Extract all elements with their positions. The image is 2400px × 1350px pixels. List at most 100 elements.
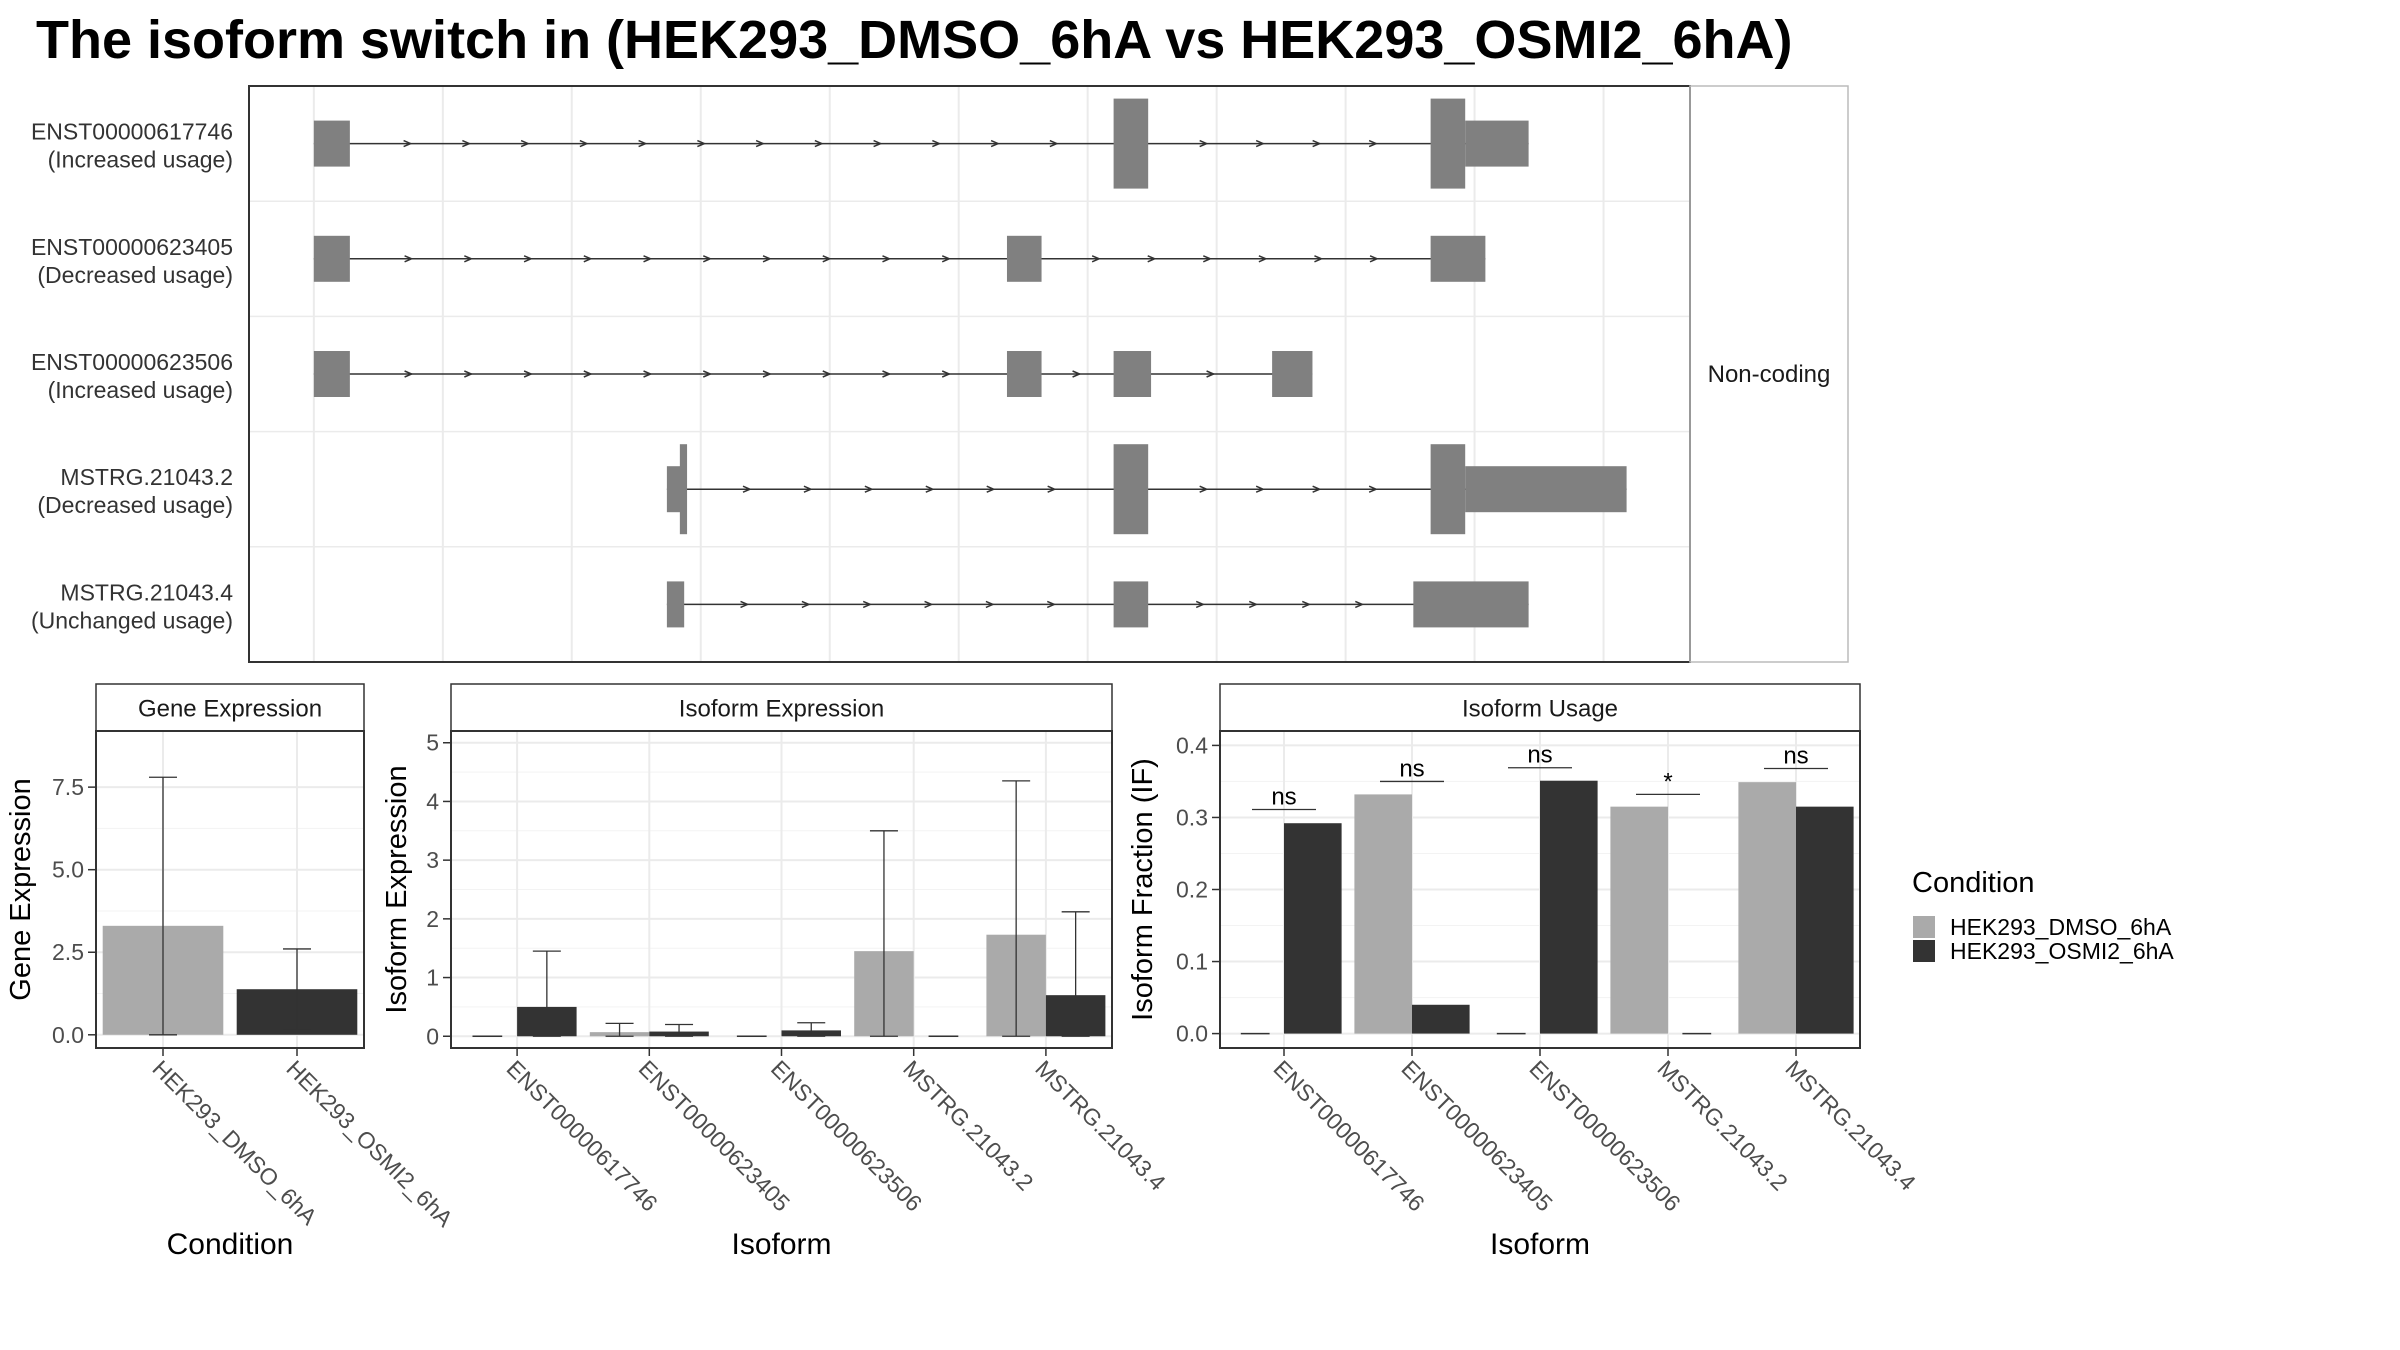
intron-arrow (822, 255, 832, 263)
x-tick-label: MSTRG.21043.4 (1030, 1055, 1171, 1196)
x-axis-title: Isoform (731, 1228, 831, 1261)
isoform-usage-panel: Isoform Usage0.00.10.20.30.4ENST00000617… (1127, 683, 1921, 1261)
intron-arrow (697, 139, 707, 148)
y-tick-label: 4 (426, 788, 439, 814)
intron-arrow (403, 139, 413, 148)
intron-arrow (1199, 139, 1209, 148)
intron-arrow (932, 139, 942, 148)
bar (1284, 823, 1342, 1034)
intron-arrow (882, 370, 892, 378)
significance-label: ns (1271, 784, 1296, 811)
transcript-usage-label: (Increased usage) (48, 147, 233, 173)
intron-arrow (1202, 255, 1213, 263)
y-tick-label: 0.3 (1176, 804, 1208, 830)
isoform-expression-panel: Isoform Expression012345ENST00000617746E… (381, 683, 1171, 1261)
panel-border (95, 730, 365, 1049)
exon (666, 466, 682, 513)
intron-arrow (803, 485, 813, 493)
bar (1738, 782, 1796, 1034)
y-axis-title: Isoform Expression (381, 765, 413, 1013)
exon (313, 235, 350, 282)
exon (313, 351, 350, 397)
transcript-id-label: ENST00000623405 (31, 234, 233, 260)
facet-strip-border (1689, 85, 1849, 663)
intron-arrow (523, 370, 533, 378)
panel-border (450, 730, 1113, 1049)
intron-arrow (941, 255, 952, 263)
intron-arrow (1301, 600, 1312, 609)
x-tick-label: ENST00000617746 (502, 1055, 663, 1216)
x-tick-label: MSTRG.21043.4 (1780, 1055, 1921, 1196)
significance-label: ns (1399, 755, 1424, 782)
intron-arrow (583, 255, 593, 263)
intron-arrow (1255, 485, 1266, 493)
y-tick-label: 2.5 (52, 939, 84, 965)
facet-strip (1219, 683, 1861, 732)
facet-strip-label: Isoform Expression (679, 696, 884, 723)
y-axis-title: Isoform Fraction (IF) (1127, 758, 1159, 1021)
intron-arrow (762, 370, 772, 378)
facet-strip-label: Isoform Usage (1462, 696, 1618, 723)
transcript-id-label: MSTRG.21043.2 (60, 464, 233, 490)
x-axis-title: Isoform (1490, 1228, 1590, 1261)
intron-arrow (762, 255, 772, 263)
intron-arrow (404, 255, 414, 263)
transcript-usage-label: (Unchanged usage) (31, 607, 233, 633)
exon (1430, 444, 1466, 535)
panel-border (1219, 730, 1861, 1049)
legend-swatch-osmi2 (1913, 940, 1935, 962)
bar (1540, 780, 1598, 1034)
facet-strip-label: Non-coding (1708, 361, 1831, 388)
intron-arrow (873, 139, 883, 148)
legend-label-osmi2: HEK293_OSMI2_6hA (1950, 938, 2174, 964)
exon (1113, 581, 1149, 628)
transcript-usage-label: (Decreased usage) (37, 492, 233, 518)
transcript-id-label: ENST00000617746 (31, 119, 233, 145)
intron-arrow (1312, 485, 1322, 493)
transcript-usage-label: (Increased usage) (48, 377, 233, 403)
exon (1465, 120, 1529, 167)
intron-arrow (882, 255, 892, 263)
intron-arrow (862, 600, 873, 609)
intron-arrow (1072, 370, 1082, 378)
facet-strip (450, 683, 1113, 732)
legend-title: Condition (1912, 867, 2035, 899)
intron-arrow (755, 139, 766, 148)
transcript-usage-label: (Decreased usage) (37, 262, 233, 288)
intron-arrow (1312, 139, 1322, 148)
intron-arrow (643, 370, 653, 378)
intron-arrow (702, 255, 713, 263)
y-tick-label: 0.2 (1176, 877, 1208, 903)
intron-arrow (985, 600, 995, 609)
exon (1272, 351, 1313, 397)
significance-label: ns (1783, 742, 1808, 769)
exon (679, 444, 688, 535)
y-tick-label: 2 (426, 906, 439, 932)
intron-arrow (583, 370, 593, 378)
intron-arrow (742, 485, 752, 493)
intron-arrow (523, 255, 533, 263)
y-tick-label: 0 (426, 1023, 439, 1049)
y-tick-label: 0.0 (52, 1022, 84, 1048)
intron-arrow (464, 255, 474, 263)
intron-arrow (1199, 485, 1209, 493)
y-tick-label: 1 (426, 965, 439, 991)
y-tick-label: 0.4 (1176, 732, 1208, 758)
bar (1610, 806, 1668, 1034)
intron-arrow (1248, 600, 1259, 609)
y-axis-title: Gene Expression (5, 778, 37, 1000)
legend-label-dmso: HEK293_DMSO_6hA (1950, 914, 2172, 940)
exon (1113, 98, 1149, 189)
y-tick-label: 5.0 (52, 857, 84, 883)
x-tick-label: MSTRG.21043.2 (898, 1055, 1038, 1195)
intron-arrow (1355, 600, 1365, 609)
exon (1113, 444, 1149, 535)
intron-arrow (740, 600, 750, 609)
intron-arrow (822, 370, 832, 378)
significance-label: * (1663, 768, 1672, 795)
bar (1412, 1004, 1470, 1034)
intron-arrow (924, 600, 934, 609)
intron-arrow (643, 255, 653, 263)
intron-arrow (462, 139, 472, 148)
intron-arrow (1195, 600, 1206, 609)
